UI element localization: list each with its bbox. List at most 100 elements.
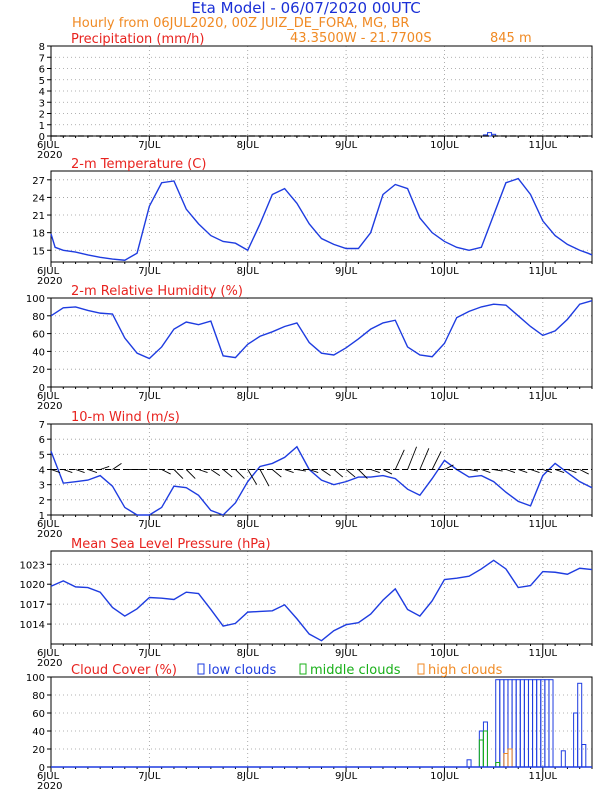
x-tick-label: 10JUL — [430, 648, 459, 659]
wind-barb — [382, 469, 393, 475]
x-tick-label: 7JUL — [138, 391, 161, 402]
plot-frame — [50, 170, 593, 263]
x-tick-label: 10JUL — [430, 391, 459, 402]
plot-frame — [50, 676, 593, 768]
x-tick-label: 10JUL — [430, 140, 459, 151]
y-tick-label: 3 — [39, 481, 45, 492]
legend-swatch — [299, 663, 307, 675]
wind-barb — [161, 469, 171, 475]
wind-barb — [542, 469, 552, 473]
y-tick-label: 6 — [39, 435, 45, 446]
x-tick-label: 9JUL — [335, 648, 358, 659]
legend-swatch — [197, 663, 205, 675]
x-tick-label: 8JUL — [237, 140, 260, 151]
x-tick-label: 9JUL — [335, 266, 358, 277]
cloud-bar-low-clouds — [581, 744, 587, 768]
x-tick-label: 7JUL — [138, 648, 161, 659]
y-tick-label: 1020 — [20, 580, 45, 591]
panel-title: 2-m Temperature (C) — [71, 157, 206, 172]
x-tick-label: 10JUL — [430, 519, 459, 530]
x-tick-label: 6JUL — [37, 140, 60, 151]
x-tick-label: 10JUL — [430, 266, 459, 277]
y-tick-label: 21 — [32, 211, 45, 222]
wind-barb — [358, 469, 368, 479]
y-tick-label: 5 — [39, 76, 45, 87]
y-tick-label: 20 — [32, 745, 45, 756]
x-tick-label: 7JUL — [138, 266, 161, 277]
y-tick-label: 2 — [39, 110, 45, 121]
cloud-bar-high-clouds — [507, 748, 513, 768]
wind-barb — [210, 469, 221, 476]
wind-barb — [345, 469, 356, 478]
wind-barb — [272, 469, 282, 478]
wind-barb — [431, 451, 442, 470]
x-tick-label: 11JUL — [529, 140, 558, 151]
x-tick-label: 8JUL — [237, 391, 260, 402]
wind-barb — [394, 449, 405, 470]
x-tick-label: 11JUL — [529, 648, 558, 659]
y-tick-label: 100 — [26, 673, 45, 684]
x-tick-label: 6JUL — [37, 266, 60, 277]
y-tick-label: 80 — [32, 312, 45, 323]
cloud-bar-low-clouds — [560, 750, 566, 768]
y-tick-label: 1 — [39, 511, 45, 522]
y-tick-label: 3 — [39, 98, 45, 109]
cloud-bar-low-clouds — [466, 759, 472, 768]
y-tick-label: 1017 — [20, 600, 45, 611]
wind-barb — [321, 469, 331, 476]
cloud-bar-middle-clouds — [482, 730, 488, 768]
panel-2: 15 18 21 24 27 6JUL 7JUL 8JUL 9JUL 10JUL 11JUL 2020… — [32, 157, 593, 287]
cloud-bar-low-clouds — [515, 679, 521, 768]
legend-label: high clouds — [428, 663, 503, 678]
panel-title: Precipitation (mm/h) — [71, 32, 204, 47]
wind-barb — [235, 469, 245, 479]
y-tick-label: 0 — [39, 763, 45, 774]
x-tick-label: 10JUL — [430, 771, 459, 782]
wind-barb — [50, 469, 61, 473]
y-tick-label: 15 — [32, 246, 45, 257]
wind-barb — [554, 469, 565, 473]
plot-frame — [50, 550, 593, 645]
wind-barb — [567, 469, 577, 473]
x-year-label: 2020 — [37, 529, 62, 540]
location-coordinates: 43.3500W - 21.7700S — [290, 31, 432, 46]
x-tick-label: 6JUL — [37, 771, 60, 782]
x-year-label: 2020 — [37, 276, 62, 287]
x-tick-label: 8JUL — [237, 266, 260, 277]
x-year-label: 2020 — [37, 401, 62, 412]
cloud-bar-low-clouds — [499, 679, 505, 768]
cloud-bar-low-clouds — [573, 712, 579, 768]
wind-barb — [370, 469, 380, 473]
x-tick-label: 6JUL — [37, 648, 60, 659]
y-tick-label: 0 — [39, 132, 45, 143]
y-tick-label: 27 — [32, 176, 45, 187]
panel-title: 2-m Relative Humidity (%) — [71, 284, 243, 299]
plot-frame — [50, 297, 593, 388]
x-year-label: 2020 — [37, 150, 62, 161]
wind-barb — [579, 469, 589, 475]
cloud-bar-low-clouds — [507, 679, 513, 768]
cloud-bar-middle-clouds — [478, 739, 484, 768]
x-year-label: 2020 — [37, 781, 62, 792]
x-tick-label: 9JUL — [335, 140, 358, 151]
wind-barb — [309, 469, 319, 473]
chart-subtitle: Hourly from 06JUL2020, 00Z JUIZ_DE_FORA,… — [72, 16, 409, 31]
x-tick-label: 8JUL — [237, 648, 260, 659]
y-tick-label: 1 — [39, 121, 45, 132]
cloud-bar-low-clouds — [536, 679, 542, 768]
panel-5: 1014 1017 1020 1023 6JUL 7JUL 8JUL 9JUL 10JUL 11J… — [20, 537, 593, 669]
y-tick-label: 40 — [32, 727, 45, 738]
y-tick-label: 6 — [39, 65, 45, 76]
wind-barb — [75, 469, 85, 473]
wind-barb — [284, 469, 294, 473]
wind-barb — [505, 469, 516, 473]
cloud-bar-high-clouds — [503, 753, 509, 768]
wind-barb — [444, 464, 454, 470]
wind-barb — [87, 469, 98, 473]
y-tick-label: 40 — [32, 347, 45, 358]
y-tick-label: 4 — [39, 466, 45, 477]
x-year-label: 2020 — [37, 658, 62, 669]
y-tick-label: 1023 — [20, 560, 45, 571]
